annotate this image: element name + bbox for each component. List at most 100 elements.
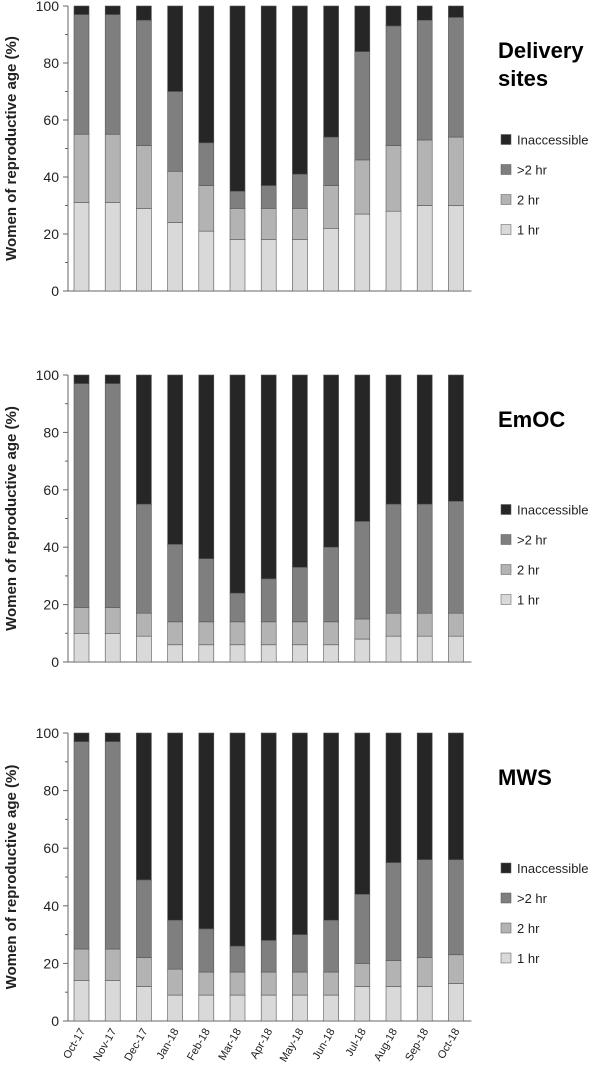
bar-segment-1hr-oct-17 bbox=[73, 202, 90, 292]
bar-segment-2hr-dec-17 bbox=[136, 145, 152, 209]
bar-segment-2hr-apr-18 bbox=[260, 971, 277, 996]
x-tick-label: Jan-18 bbox=[154, 1027, 181, 1062]
chart-title: EmOC bbox=[498, 407, 565, 432]
bar-segment-inaccessible-may-18 bbox=[292, 5, 308, 175]
bar-segment-inaccessible-dec-17 bbox=[136, 5, 152, 21]
bar-segment-inaccessible-aug-18 bbox=[385, 732, 402, 863]
bar-segment-inaccessible-jun-18 bbox=[323, 732, 339, 921]
legend-label: >2 hr bbox=[517, 891, 548, 906]
bar-segment-inaccessible-may-18 bbox=[292, 732, 308, 935]
chart-title: MWS bbox=[498, 765, 552, 790]
legend-swatch bbox=[500, 952, 512, 964]
y-tick-label: 20 bbox=[43, 226, 59, 242]
bar-segment-inaccessible-aug-18 bbox=[385, 5, 402, 27]
bar-segment-2hr-feb-18 bbox=[198, 928, 215, 973]
bar-segment-2hr-jun-18 bbox=[323, 919, 339, 973]
bar-segment-2hr-oct-18 bbox=[448, 859, 464, 956]
bar-segment-2hr-oct-18 bbox=[448, 500, 464, 614]
legend-label: 1 hr bbox=[517, 223, 540, 238]
bar-segment-2hr-jan-18 bbox=[167, 968, 183, 996]
y-tick-label: 40 bbox=[43, 898, 59, 914]
bar-segment-2hr-oct-17 bbox=[73, 383, 90, 608]
bar-segment-inaccessible-mar-18 bbox=[229, 5, 246, 192]
bar-segment-2hr-mar-18 bbox=[229, 592, 246, 623]
bar-segment-inaccessible-apr-18 bbox=[260, 374, 277, 580]
bar-segment-2hr-aug-18 bbox=[385, 503, 402, 614]
bar-segment-2hr-jan-18 bbox=[167, 544, 183, 623]
bar-segment-2hr-feb-18 bbox=[198, 971, 215, 996]
chart-title: sites bbox=[498, 66, 548, 91]
bar-segment-2hr-sep-18 bbox=[416, 612, 433, 637]
bar-segment-2hr-oct-17 bbox=[73, 14, 90, 135]
bar-segment-1hr-jun-18 bbox=[323, 994, 339, 1022]
x-tick-label: Oct-17 bbox=[61, 1027, 88, 1062]
chart-panel-1: 0 20 40 60 80 100 Women of reproductive age (%… bbox=[3, 0, 589, 299]
bar-segment-2hr-jan-18 bbox=[167, 91, 183, 172]
bar-segment-inaccessible-oct-17 bbox=[73, 732, 90, 742]
bar-segment-1hr-aug-18 bbox=[385, 986, 402, 1022]
bar-segment-2hr-nov-17 bbox=[104, 383, 121, 608]
bar-segment-2hr-nov-17 bbox=[104, 741, 121, 950]
legend-swatch bbox=[500, 504, 512, 515]
bar-segment-2hr-apr-18 bbox=[260, 578, 277, 623]
bar-segment-1hr-may-18 bbox=[292, 644, 308, 663]
bar-segment-1hr-feb-18 bbox=[198, 994, 215, 1022]
bar-segment-2hr-apr-18 bbox=[260, 208, 277, 241]
legend-swatch bbox=[500, 194, 512, 205]
bar-segment-1hr-dec-17 bbox=[136, 986, 152, 1022]
bar-segment-1hr-dec-17 bbox=[136, 208, 152, 292]
y-tick-label: 60 bbox=[43, 482, 59, 498]
legend-label: 2 hr bbox=[517, 193, 540, 208]
bar-segment-inaccessible-mar-18 bbox=[229, 732, 246, 947]
legend-label: >2 hr bbox=[517, 533, 548, 548]
bar-segment-inaccessible-oct-18 bbox=[448, 5, 464, 18]
bar-segment-2hr-may-18 bbox=[292, 621, 308, 646]
y-tick-label: 80 bbox=[43, 424, 59, 440]
bar-segment-2hr-aug-18 bbox=[385, 25, 402, 146]
bar-segment-2hr-may-18 bbox=[292, 971, 308, 996]
legend-swatch bbox=[500, 534, 512, 545]
legend-label: Inaccessible bbox=[517, 861, 589, 876]
bar-segment-2hr-oct-17 bbox=[73, 607, 90, 634]
bar-segment-2hr-apr-18 bbox=[260, 621, 277, 646]
bar-segment-2hr-aug-18 bbox=[385, 612, 402, 637]
bar-segment-1hr-may-18 bbox=[292, 994, 308, 1022]
chart-panel-2: 0 20 40 60 80 100 Women of reproductive age (%… bbox=[3, 367, 589, 670]
bar-segment-inaccessible-jun-18 bbox=[323, 5, 339, 138]
bar-segment-1hr-aug-18 bbox=[385, 210, 402, 292]
y-tick-label: 100 bbox=[36, 0, 60, 14]
bar-segment-inaccessible-jun-18 bbox=[323, 374, 339, 548]
legend-label: 1 hr bbox=[517, 951, 540, 966]
y-tick-label: 60 bbox=[43, 840, 59, 856]
legend-swatch bbox=[500, 922, 512, 934]
bar-segment-2hr-mar-18 bbox=[229, 971, 246, 996]
bar-segment-2hr-aug-18 bbox=[385, 145, 402, 212]
legend-swatch bbox=[500, 164, 512, 175]
x-tick-label: Mar-18 bbox=[216, 1027, 244, 1063]
bar-segment-1hr-jul-18 bbox=[354, 638, 371, 663]
legend-swatch bbox=[500, 224, 512, 235]
bar-segment-inaccessible-jul-18 bbox=[354, 732, 371, 895]
bar-segment-inaccessible-jan-18 bbox=[167, 732, 183, 921]
bar-segment-1hr-sep-18 bbox=[416, 986, 433, 1022]
bar-segment-inaccessible-nov-17 bbox=[104, 732, 121, 742]
bar-segment-inaccessible-apr-18 bbox=[260, 5, 277, 186]
bar-segment-2hr-nov-17 bbox=[104, 607, 121, 634]
bar-segment-2hr-oct-18 bbox=[448, 954, 464, 984]
bar-segment-2hr-dec-17 bbox=[136, 19, 152, 146]
y-tick-label: 100 bbox=[36, 725, 60, 741]
bar-segment-1hr-mar-18 bbox=[229, 644, 246, 663]
bar-segment-2hr-jun-18 bbox=[323, 136, 339, 186]
bar-segment-2hr-jul-18 bbox=[354, 521, 371, 620]
bar-segment-1hr-oct-18 bbox=[448, 983, 464, 1022]
bar-segment-1hr-apr-18 bbox=[260, 994, 277, 1022]
y-axis-label: Women of reproductive age (%) bbox=[3, 406, 20, 631]
y-tick-label: 20 bbox=[43, 597, 59, 613]
bar-segment-inaccessible-sep-18 bbox=[416, 5, 433, 21]
bar-segment-1hr-oct-17 bbox=[73, 980, 90, 1022]
bar-segment-1hr-jan-18 bbox=[167, 222, 183, 292]
bar-segment-2hr-jun-18 bbox=[323, 621, 339, 646]
legend-label: Inaccessible bbox=[517, 503, 589, 518]
bar-segment-1hr-feb-18 bbox=[198, 644, 215, 663]
x-tick-label: Aug-18 bbox=[372, 1027, 400, 1064]
